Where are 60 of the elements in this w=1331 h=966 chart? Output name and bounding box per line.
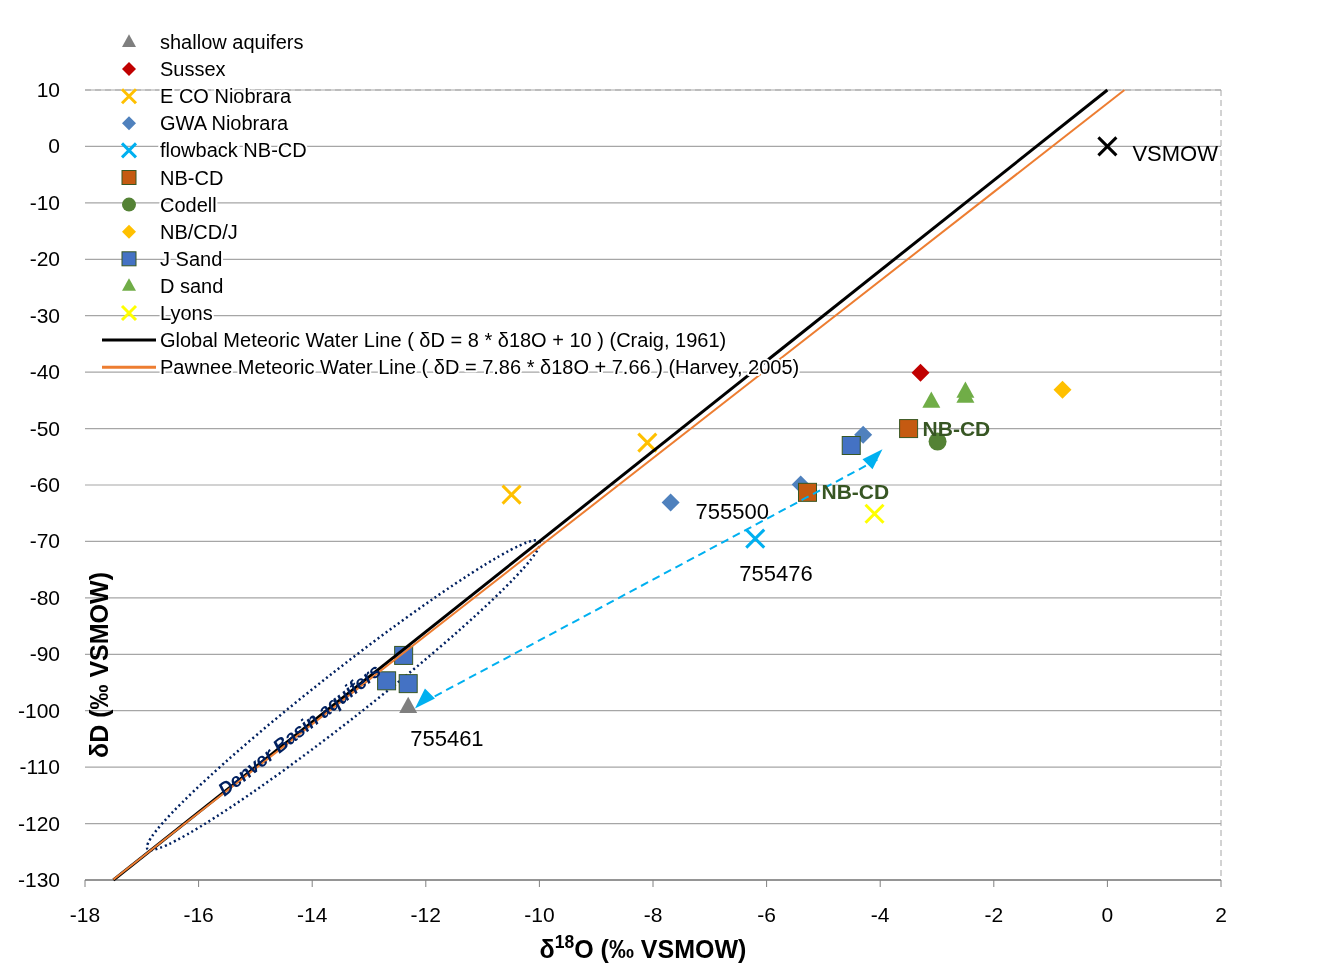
x-axis-title: δ$^{18}$O (‰ VSMOW) [539,932,747,963]
y-tick-label: -20 [29,247,60,271]
point [1053,380,1072,399]
y-tick-label: -130 [17,868,60,891]
legend-label: Sussex [160,58,226,81]
annotation: 755461 [410,725,484,751]
legend-label: GWA Niobrara [160,112,290,135]
annotation: 755500 [695,499,770,525]
point [899,419,919,439]
y-tick-label: -50 [29,416,60,440]
annotation: NB-CD [821,480,890,504]
legend-label: J Sand [160,247,223,270]
point [661,493,680,512]
x-tick-label: -14 [297,903,328,926]
x-tick-label: -4 [870,903,890,926]
legend-label: shallow aquifers [160,31,304,53]
x-tick-label: -16 [183,903,214,926]
point [398,674,418,694]
x-tick-label: -12 [410,903,441,926]
point [864,503,886,525]
x-tick-label: -2 [984,903,1004,926]
point [798,482,817,502]
point [744,528,766,550]
y-axis-title: δD (‰ VSMOW) [85,572,113,758]
y-tick-label: 0 [48,134,60,158]
x-tick-label: -6 [757,903,776,926]
legend-label: Global Meteoric Water Line ( δD = 8 * δ18O + 10 ) (Craig, 1961) [160,329,727,352]
legend-label: E CO Niobrara [160,85,293,108]
annotation: VSMOW [1132,141,1219,167]
annotation: NB-CD [922,416,991,440]
point [841,436,861,455]
x-tick-label: 0 [1101,903,1114,926]
x-tick-label: 2 [1215,903,1227,926]
y-tick-label: -10 [29,190,60,214]
point [636,432,658,454]
y-tick-label: -90 [29,642,60,666]
y-tick-label: -30 [29,303,60,327]
y-tick-label: -120 [17,811,60,835]
x-tick-label: -18 [69,903,101,926]
point [922,391,941,408]
point [911,363,930,382]
y-tick-label: -40 [29,360,60,384]
y-tick-label: -80 [29,585,60,609]
legend-label: NB/CD/J [160,220,238,243]
x-tick-label: -8 [643,903,663,926]
y-tick-label: -110 [19,755,60,779]
y-tick-label: -60 [29,473,60,496]
legend-label: flowback NB-CD [160,139,307,162]
point [501,484,523,506]
point [1096,135,1118,157]
y-tick-label: 10 [36,78,60,101]
y-tick-label: -100 [17,698,60,722]
legend-label: D sand [160,274,224,297]
annotation: 755476 [739,560,813,586]
legend-label: NB-CD [160,166,224,189]
y-tick-label: -70 [29,529,60,553]
x-tick-label: -10 [524,903,555,926]
legend-label: Lyons [160,302,213,324]
point [399,696,418,714]
legend-label: Codell [160,193,217,216]
